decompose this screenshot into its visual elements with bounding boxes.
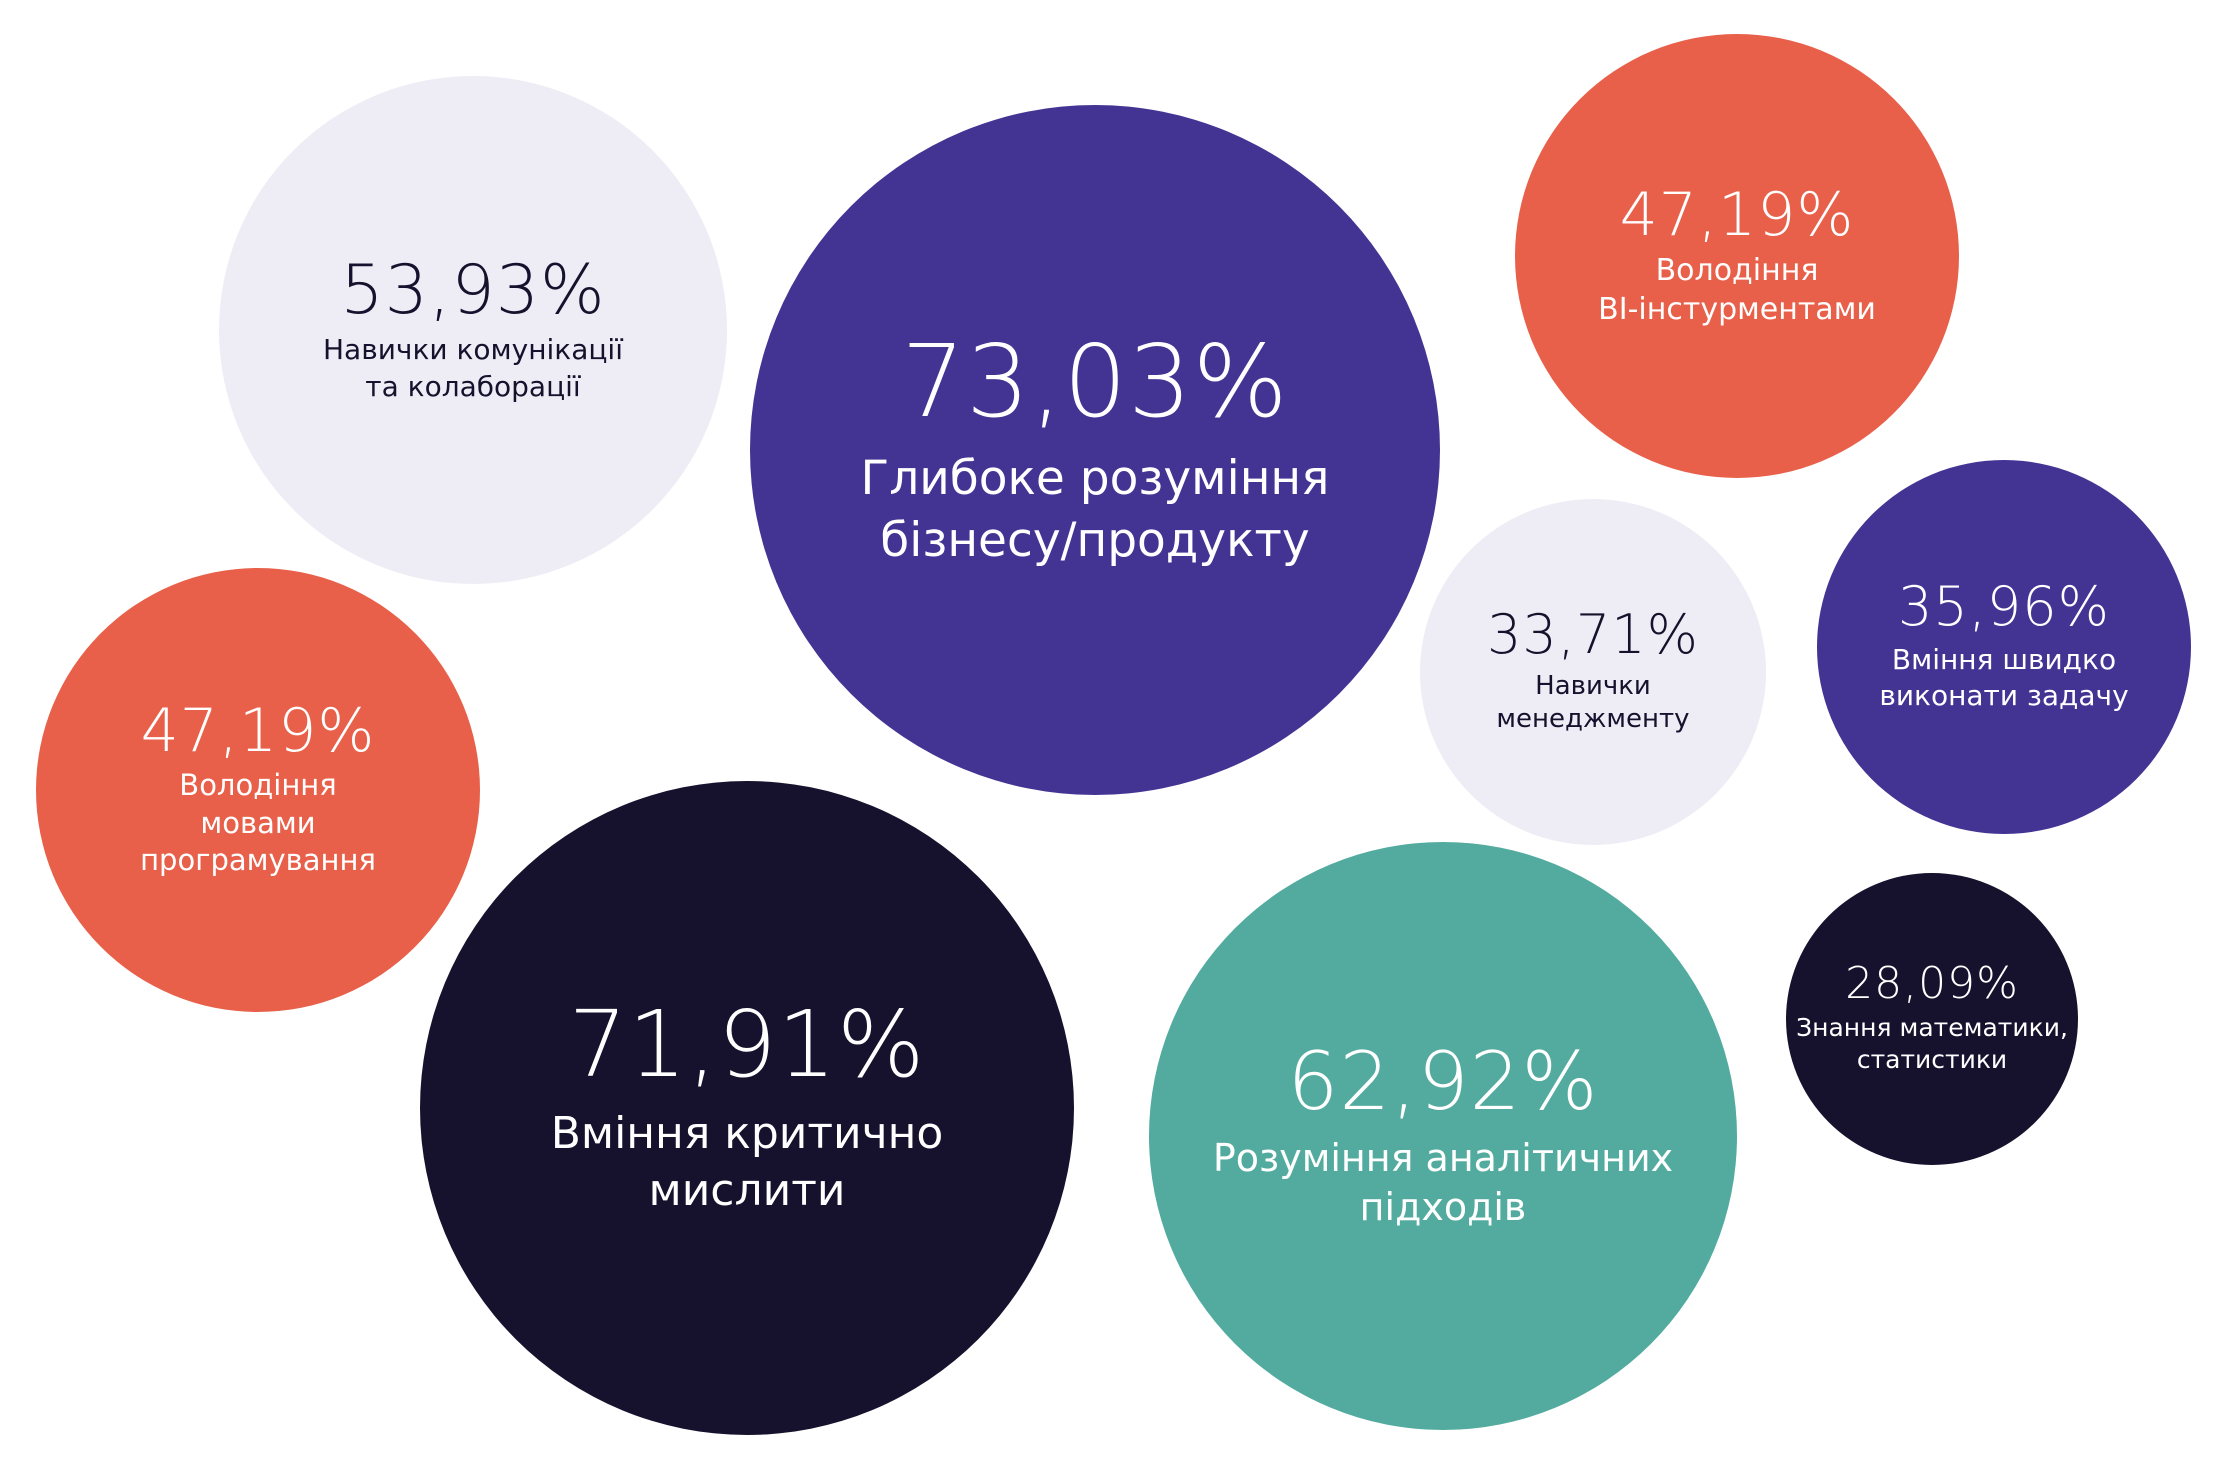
bubble-programming: 47,19% Володіння мовами програмування — [36, 568, 480, 1012]
bubble-label-line: Навички комунікації — [323, 333, 623, 367]
bubble-category-label: Навички менеджменту — [1496, 670, 1689, 738]
bubble-category-label: Володіння мовами програмування — [140, 767, 376, 880]
bubble-label-line: Вміння швидко — [1891, 642, 2117, 676]
bubble-value-label: 35,96% — [1898, 575, 2110, 639]
bubble-label-line: підходів — [1359, 1185, 1527, 1229]
bubble-label-line: Вміння критично — [550, 1108, 944, 1160]
bubble-label-line: та колаборації — [365, 369, 581, 403]
bubble-value-label: 53,93% — [340, 250, 606, 330]
bubble-label-line: Володіння — [179, 767, 337, 802]
bubble-label-line: Володіння — [1655, 252, 1819, 288]
bubble-value-label: 71,91% — [568, 990, 926, 1098]
bubble-category-label: Розуміння аналітичних підходів — [1213, 1134, 1673, 1233]
bubble-value-label: 47,19% — [140, 695, 376, 766]
bubble-category-label: Глибоке розуміння бізнесу/продукту — [861, 448, 1330, 570]
bubble-business: 73,03% Глибоке розуміння бізнесу/продукту — [750, 105, 1440, 795]
bubble-category-label: Володіння BI-інстурментами — [1598, 251, 1876, 329]
bubble-label-line: менеджменту — [1496, 704, 1690, 735]
bubble-bi: 47,19% Володіння BI-інстурментами — [1515, 34, 1959, 478]
bubble-label-line: програмування — [140, 843, 376, 878]
bubble-value-label: 28,09% — [1845, 958, 2019, 1010]
bubble-label-line: мовами — [200, 805, 316, 840]
bubble-label-line: Знання математики, — [1796, 1012, 2068, 1042]
bubble-speed: 35,96% Вміння швидко виконати задачу — [1817, 460, 2191, 834]
bubble-category-label: Навички комунікації та колаборації — [323, 332, 623, 405]
bubble-label-line: Глибоке розуміння — [860, 451, 1330, 507]
bubble-critical: 71,91% Вміння критично мислити — [420, 781, 1074, 1435]
bubble-analytics: 62,92% Розуміння аналітичних підходів — [1149, 842, 1737, 1430]
bubble-value-label: 62,92% — [1287, 1034, 1599, 1128]
bubble-category-label: Вміння швидко виконати задачу — [1879, 642, 2128, 715]
bubble-category-label: Вміння критично мислити — [551, 1105, 944, 1219]
bubble-label-line: виконати задачу — [1879, 679, 2129, 713]
bubble-label-line: Розуміння аналітичних — [1212, 1135, 1674, 1180]
bubble-label-line: Навички — [1535, 670, 1651, 701]
bubble-value-label: 47,19% — [1619, 179, 1855, 250]
bubble-label-line: BI-інстурментами — [1598, 291, 1876, 327]
bubble-label-line: статистики — [1856, 1045, 2008, 1075]
bubble-label-line: мислити — [648, 1165, 846, 1217]
bubble-value-label: 33,71% — [1487, 602, 1699, 666]
bubble-management: 33,71% Навички менеджменту — [1420, 499, 1766, 845]
bubble-math: 28,09% Знання математики, статистики — [1786, 873, 2078, 1165]
bubble-value-label: 73,03% — [901, 323, 1289, 441]
bubble-category-label: Знання математики, статистики — [1796, 1012, 2068, 1077]
bubble-communication: 53,93% Навички комунікації та колаборації — [219, 76, 727, 584]
bubble-label-line: бізнесу/продукту — [880, 512, 1310, 568]
